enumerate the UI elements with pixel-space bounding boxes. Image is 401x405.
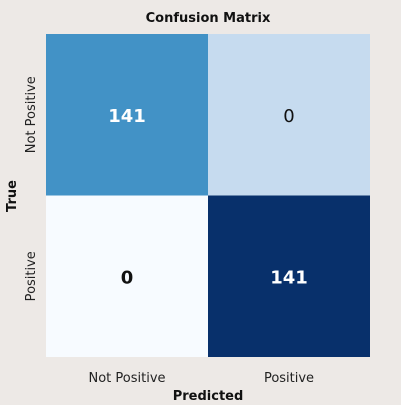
y-axis-label: True <box>5 180 20 212</box>
y-tick-labels: Not Positive Positive <box>24 76 39 301</box>
heatmap-cell <box>208 195 370 357</box>
x-tick-label: Not Positive <box>88 371 165 386</box>
cell-value-labels: 141 0 0 141 <box>108 106 308 289</box>
cell-value-label: 141 <box>270 267 308 288</box>
heatmap-cell <box>46 195 208 357</box>
heatmap-cell <box>208 34 370 196</box>
cell-value-label: 0 <box>121 267 134 288</box>
heatmap-cell <box>46 34 208 196</box>
x-axis-label: Predicted <box>173 389 244 404</box>
x-tick-label: Positive <box>264 371 314 386</box>
y-tick-label: Positive <box>24 251 39 301</box>
heatmap-cells <box>46 34 370 357</box>
chart-title: Confusion Matrix <box>146 11 271 26</box>
cell-value-label: 0 <box>283 106 294 127</box>
cell-value-label: 141 <box>108 106 146 127</box>
y-tick-label: Not Positive <box>24 76 39 153</box>
x-tick-labels: Not Positive Positive <box>88 371 314 386</box>
